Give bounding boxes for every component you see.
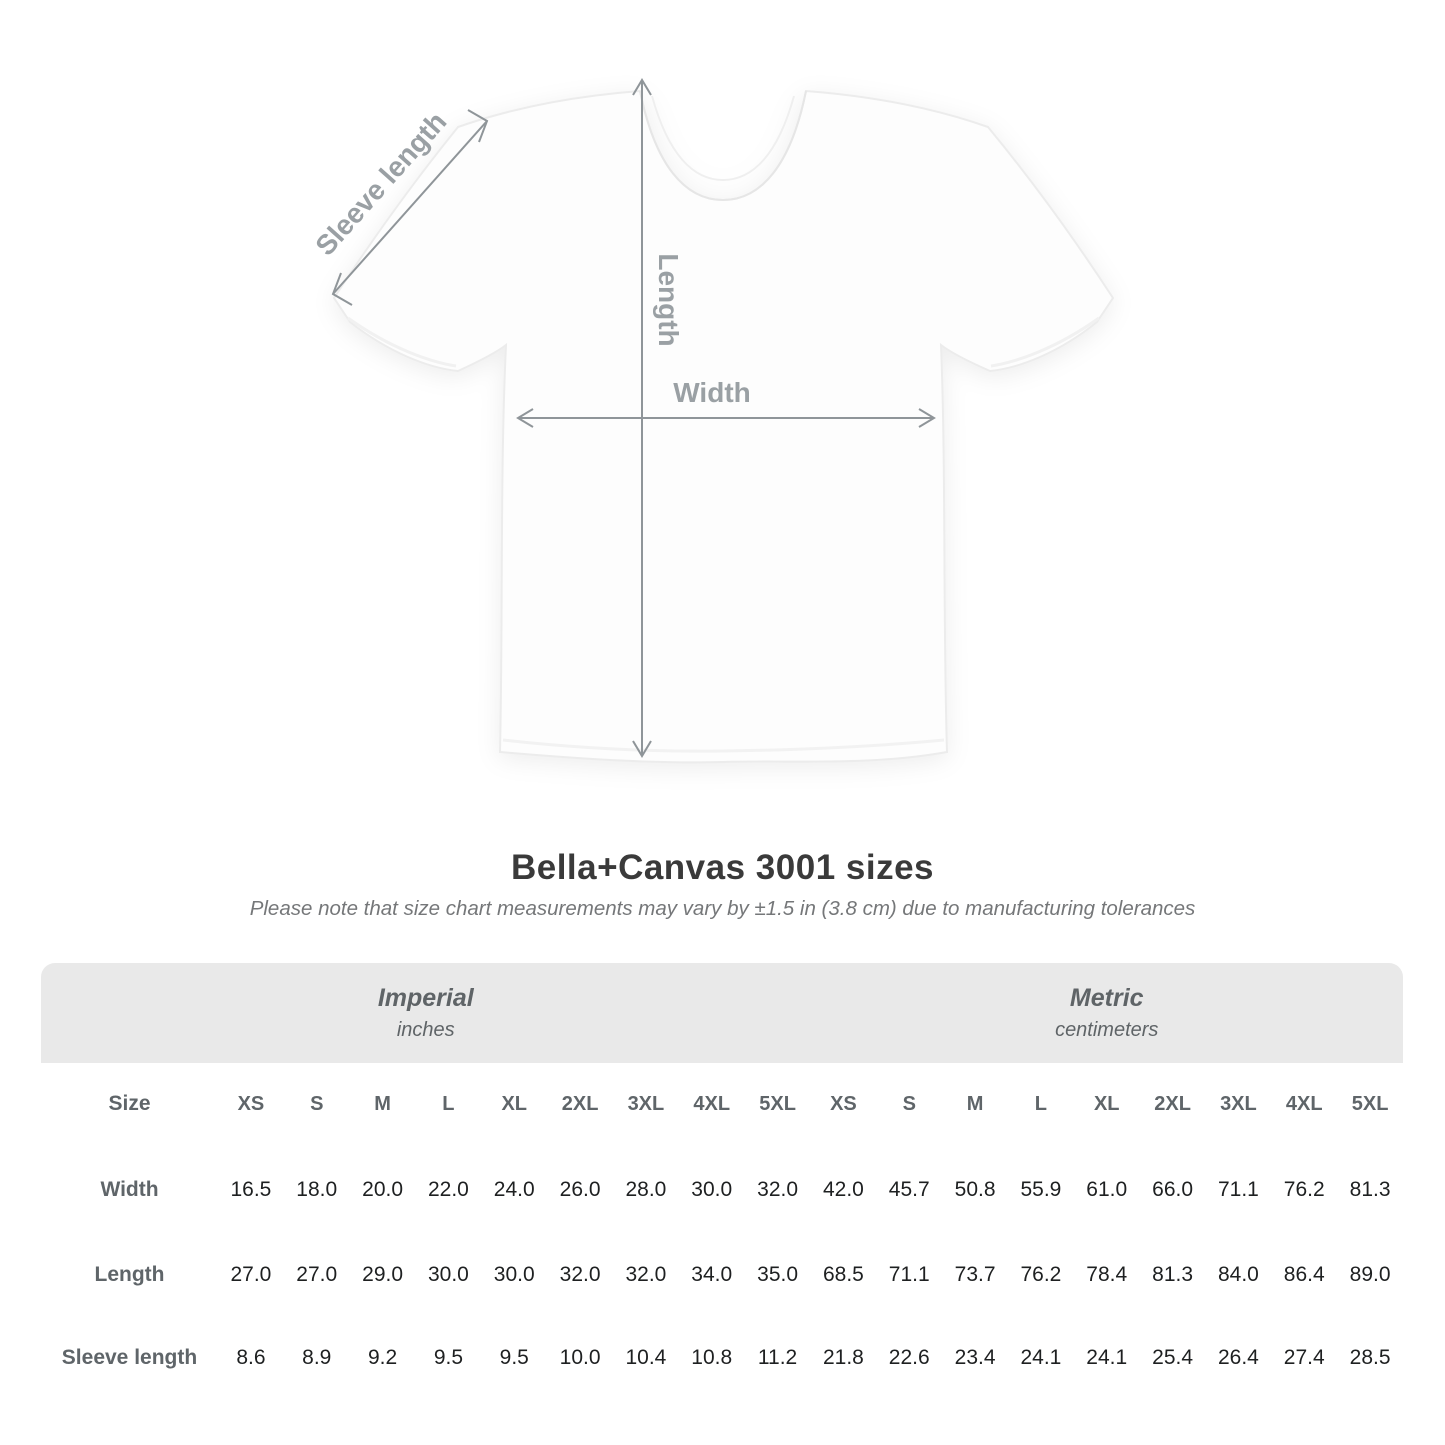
size-grid: Size XS S M L XL 2XL 3XL 4XL 5XL XS S M L XL 2XL 3XL 4XL 5… — [41, 1063, 1403, 1401]
value-metric-3xl-width: 71.1 — [1217, 1178, 1259, 1201]
size-header-metric-l: L — [1034, 1092, 1048, 1115]
value-metric-l-length: 76.2 — [1020, 1263, 1062, 1286]
value-imperial-m-length: 29.0 — [362, 1263, 404, 1286]
value-metric-2xl-width: 66.0 — [1152, 1178, 1194, 1201]
page-title: Bella+Canvas 3001 sizes — [510, 848, 935, 887]
value-imperial-4xl-length: 34.0 — [691, 1263, 733, 1286]
value-imperial-xl-sleeve-length: 9.5 — [499, 1346, 529, 1369]
value-imperial-4xl-sleeve-length: 10.8 — [691, 1346, 733, 1369]
value-imperial-5xl-sleeve-length: 11.2 — [757, 1346, 798, 1369]
tshirt-silhouette — [332, 89, 1115, 764]
sleeve-length-arrow — [331, 109, 489, 306]
size-header-metric-s: S — [902, 1092, 916, 1115]
value-imperial-xl-length: 30.0 — [493, 1263, 535, 1286]
row-label-width: Width — [100, 1178, 159, 1201]
value-metric-s-width: 45.7 — [888, 1178, 930, 1201]
size-header-metric-2xl: 2XL — [1154, 1092, 1191, 1115]
size-header-imperial-s: S — [310, 1092, 324, 1115]
row-label-sleeve-length: Sleeve length — [61, 1346, 198, 1369]
metric-label: Metric — [1069, 984, 1144, 1012]
value-metric-xl-sleeve-length: 24.1 — [1086, 1346, 1128, 1369]
value-metric-m-width: 50.8 — [954, 1178, 996, 1201]
size-header-imperial-l: L — [442, 1092, 455, 1115]
size-header-imperial-m: M — [374, 1092, 391, 1115]
value-imperial-l-length: 30.0 — [427, 1263, 469, 1286]
value-metric-5xl-sleeve-length: 28.5 — [1349, 1346, 1391, 1369]
value-imperial-3xl-length: 32.0 — [625, 1263, 667, 1286]
value-imperial-5xl-length: 35.0 — [757, 1263, 799, 1286]
value-metric-l-sleeve-length: 24.1 — [1020, 1346, 1062, 1369]
value-metric-l-width: 55.9 — [1020, 1178, 1062, 1201]
tshirt-measurement-figure: Sleeve length Length Width — [309, 78, 1115, 764]
value-imperial-xl-width: 24.0 — [493, 1178, 535, 1201]
size-header-metric-3xl: 3XL — [1220, 1092, 1257, 1115]
value-metric-2xl-sleeve-length: 25.4 — [1152, 1346, 1194, 1369]
size-header-metric-5xl: 5XL — [1351, 1092, 1389, 1115]
value-metric-xl-length: 78.4 — [1086, 1263, 1128, 1286]
value-metric-xs-length: 68.5 — [822, 1263, 864, 1286]
metric-unit-label: centimeters — [1055, 1019, 1159, 1041]
size-header-imperial-5xl: 5XL — [759, 1092, 796, 1115]
value-imperial-xs-sleeve-length: 8.6 — [236, 1346, 266, 1369]
value-imperial-s-length: 27.0 — [296, 1263, 338, 1286]
imperial-unit-header: Imperial inches — [41, 984, 811, 1042]
value-metric-s-sleeve-length: 22.6 — [888, 1346, 930, 1369]
value-imperial-xs-length: 27.0 — [230, 1263, 272, 1286]
value-imperial-3xl-width: 28.0 — [625, 1178, 667, 1201]
size-header-imperial-3xl: 3XL — [627, 1092, 665, 1115]
tshirt-image: Sleeve length Length Width — [309, 78, 1115, 764]
size-header-metric-xs: XS — [830, 1092, 857, 1115]
value-metric-4xl-sleeve-length: 27.4 — [1283, 1346, 1325, 1369]
value-metric-xl-width: 61.0 — [1086, 1178, 1128, 1201]
value-metric-xs-sleeve-length: 21.8 — [822, 1346, 864, 1369]
size-header-metric-m: M — [966, 1092, 984, 1115]
value-metric-m-length: 73.7 — [954, 1263, 996, 1286]
imperial-label: Imperial — [377, 984, 474, 1012]
size-column-header: Size — [108, 1092, 151, 1115]
width-label: Width — [673, 377, 751, 408]
value-metric-5xl-width: 81.3 — [1349, 1178, 1391, 1201]
value-metric-m-sleeve-length: 23.4 — [954, 1346, 996, 1369]
value-metric-3xl-sleeve-length: 26.4 — [1217, 1346, 1259, 1369]
value-metric-2xl-length: 81.3 — [1152, 1263, 1194, 1286]
size-header-imperial-4xl: 4XL — [693, 1092, 731, 1115]
value-imperial-3xl-sleeve-length: 10.4 — [625, 1346, 667, 1369]
width-arrow — [516, 408, 936, 428]
size-header-metric-xl: XL — [1093, 1092, 1120, 1115]
unit-band: Imperial inches Metric centimeters — [41, 963, 1403, 1063]
value-imperial-s-sleeve-length: 8.9 — [302, 1346, 332, 1369]
value-imperial-2xl-width: 26.0 — [559, 1178, 601, 1201]
row-label-length: Length — [94, 1263, 165, 1286]
length-label: Length — [653, 253, 684, 346]
size-table: Imperial inches Metric centimeters Size X… — [41, 963, 1403, 1401]
value-imperial-xs-width: 16.5 — [230, 1178, 272, 1201]
value-metric-4xl-length: 86.4 — [1283, 1263, 1325, 1286]
value-metric-3xl-length: 84.0 — [1217, 1263, 1259, 1286]
size-header-imperial-2xl: 2XL — [561, 1092, 599, 1115]
value-metric-xs-width: 42.0 — [822, 1178, 864, 1201]
value-imperial-4xl-width: 30.0 — [691, 1178, 733, 1201]
value-metric-5xl-length: 89.0 — [1349, 1263, 1391, 1286]
metric-unit-header: Metric centimeters — [811, 984, 1403, 1042]
size-header-imperial-xl: XL — [501, 1092, 528, 1115]
value-imperial-2xl-sleeve-length: 10.0 — [559, 1346, 601, 1369]
value-imperial-s-width: 18.0 — [296, 1178, 338, 1201]
value-metric-4xl-width: 76.2 — [1283, 1178, 1325, 1201]
page-subtitle: Please note that size chart measurements… — [249, 897, 1196, 920]
size-header-metric-4xl: 4XL — [1285, 1092, 1323, 1115]
value-imperial-l-sleeve-length: 9.5 — [433, 1346, 464, 1369]
value-imperial-5xl-width: 32.0 — [757, 1178, 799, 1201]
imperial-unit-label: inches — [396, 1019, 455, 1041]
value-imperial-m-width: 20.0 — [362, 1178, 404, 1201]
value-imperial-m-sleeve-length: 9.2 — [367, 1346, 398, 1369]
value-metric-s-length: 71.1 — [888, 1263, 930, 1286]
value-imperial-l-width: 22.0 — [427, 1178, 469, 1201]
size-header-imperial-xs: XS — [237, 1092, 265, 1115]
value-imperial-2xl-length: 32.0 — [559, 1263, 601, 1286]
